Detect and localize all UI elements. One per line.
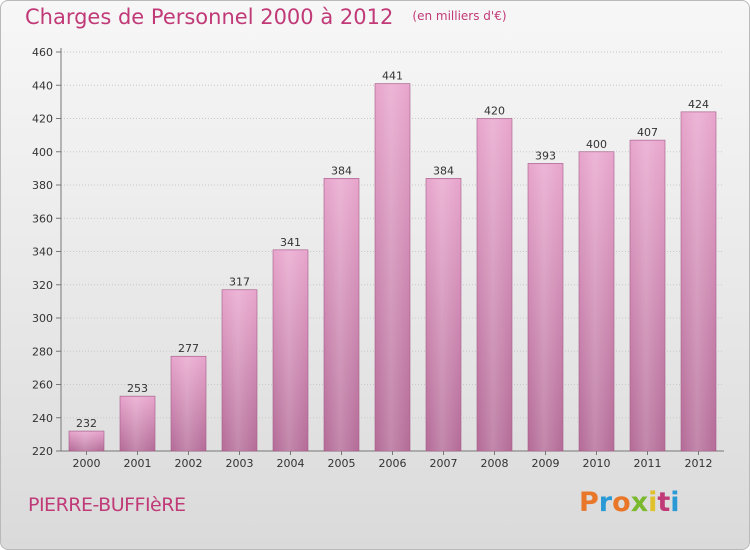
bar-value-label: 253 xyxy=(127,382,148,395)
y-tick-label: 280 xyxy=(32,345,53,358)
bar-value-label: 424 xyxy=(688,98,709,111)
bar-shine xyxy=(377,84,408,452)
proxiti-logo[interactable]: Proxiti xyxy=(579,487,680,518)
place-name: PIERRE-BUFFIèRE xyxy=(28,494,186,516)
chart-title: Charges de Personnel 2000 à 2012 xyxy=(25,5,394,29)
bar-shine xyxy=(326,179,357,451)
y-tick-label: 340 xyxy=(32,246,53,259)
x-tick-label: 2008 xyxy=(481,457,509,470)
bar-shine xyxy=(173,357,204,451)
logo-letter: o xyxy=(612,487,631,518)
x-tick-label: 2010 xyxy=(583,457,611,470)
y-tick-label: 320 xyxy=(32,279,53,292)
logo-letter: P xyxy=(579,487,599,518)
x-tick-label: 2005 xyxy=(328,457,356,470)
bar-shine xyxy=(428,179,459,451)
bar-shine xyxy=(530,164,561,451)
y-tick-label: 220 xyxy=(32,445,53,458)
bar-shine xyxy=(275,250,306,451)
logo-letter: i xyxy=(670,487,680,518)
x-tick-label: 2003 xyxy=(226,457,254,470)
x-axis: 2000 2001 2002 2003 2004 2005 2006 2007 2008 2009… xyxy=(73,451,713,470)
bar-value-label: 393 xyxy=(535,149,556,162)
bar-value-label: 232 xyxy=(76,417,97,430)
bar-value-label: 384 xyxy=(433,164,454,177)
bars: 232 253 277 317 341 384 441 384 420 393 400 407 424 xyxy=(68,70,717,452)
logo-letter: i xyxy=(648,487,658,518)
bar-shine xyxy=(122,397,153,451)
y-tick-label: 260 xyxy=(32,379,53,392)
x-tick-label: 2007 xyxy=(430,457,458,470)
title-block: Charges de Personnel 2000 à 2012 (en mil… xyxy=(25,5,507,29)
y-tick-label: 380 xyxy=(32,179,53,192)
bar-value-label: 317 xyxy=(229,276,250,289)
y-tick-label: 360 xyxy=(32,212,53,225)
y-tick-label: 400 xyxy=(32,146,53,159)
bar-shine xyxy=(632,141,663,452)
bar-value-label: 384 xyxy=(331,164,352,177)
bar-value-label: 400 xyxy=(586,138,607,151)
bar-shine xyxy=(581,152,612,451)
y-tick-label: 460 xyxy=(32,46,53,59)
x-tick-label: 2002 xyxy=(175,457,203,470)
x-tick-label: 2009 xyxy=(532,457,560,470)
bar-value-label: 420 xyxy=(484,105,505,118)
x-tick-label: 2012 xyxy=(685,457,713,470)
bar-value-label: 341 xyxy=(280,236,301,249)
bar-shine xyxy=(71,432,102,451)
bar-value-label: 441 xyxy=(382,70,403,83)
chart-subtitle: (en milliers d'€) xyxy=(412,9,507,23)
logo-letter: x xyxy=(630,487,649,518)
x-tick-label: 2006 xyxy=(379,457,407,470)
y-tick-label: 440 xyxy=(32,79,53,92)
y-tick-label: 300 xyxy=(32,312,53,325)
bar-value-label: 277 xyxy=(178,342,199,355)
x-tick-label: 2000 xyxy=(73,457,101,470)
logo-letter: t xyxy=(657,487,671,518)
bar-value-label: 407 xyxy=(637,126,658,139)
y-tick-label: 240 xyxy=(32,412,53,425)
bar-shine xyxy=(683,112,714,451)
y-tick-label: 420 xyxy=(32,113,53,126)
logo-letter: r xyxy=(598,487,613,518)
bar-shine xyxy=(224,290,255,451)
x-tick-label: 2004 xyxy=(277,457,305,470)
x-tick-label: 2001 xyxy=(124,457,152,470)
bar-shine xyxy=(479,119,510,451)
x-tick-label: 2011 xyxy=(634,457,662,470)
